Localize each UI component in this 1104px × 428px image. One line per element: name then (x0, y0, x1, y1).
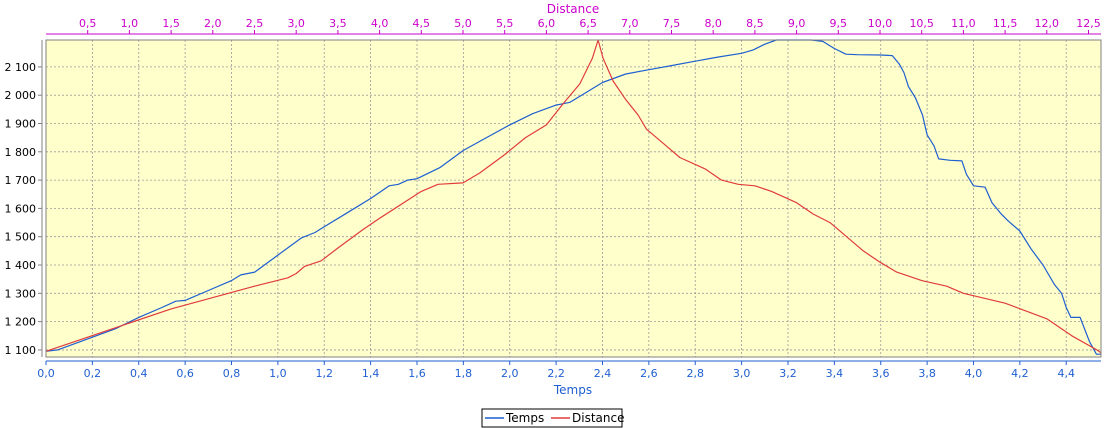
bottom-tick-label: 3,0 (733, 367, 751, 380)
y-tick-label: 1 100 (5, 344, 37, 357)
top-tick-label: 10,5 (909, 17, 934, 30)
top-tick-label: 7,5 (663, 17, 681, 30)
legend: Temps Distance (481, 408, 624, 428)
bottom-tick-label: 0,0 (37, 367, 55, 380)
y-tick-label: 1 800 (5, 146, 37, 159)
bottom-tick-label: 1,4 (362, 367, 380, 380)
top-tick-label: 4,5 (413, 17, 431, 30)
legend-label-distance: Distance (572, 411, 624, 425)
bottom-tick-label: 2,8 (686, 367, 704, 380)
top-tick-label: 3,5 (329, 17, 347, 30)
bottom-tick-label: 2,6 (640, 367, 658, 380)
bottom-tick-label: 1,0 (269, 367, 287, 380)
y-tick-label: 1 500 (5, 231, 37, 244)
top-tick-label: 9,0 (788, 17, 806, 30)
bottom-tick-label: 2,0 (501, 367, 519, 380)
top-tick-label: 9,5 (830, 17, 848, 30)
y-tick-label: 2 100 (5, 61, 37, 74)
bottom-tick-label: 1,2 (315, 367, 333, 380)
bottom-axis-title: Temps (553, 383, 592, 397)
bottom-tick-label: 3,8 (918, 367, 936, 380)
bottom-tick-label: 0,2 (84, 367, 102, 380)
grid-lines (46, 40, 1101, 357)
plot-frame (45, 39, 1102, 358)
bottom-tick-label: 2,2 (547, 367, 565, 380)
top-tick-label: 4,0 (371, 17, 389, 30)
top-tick-label: 8,5 (746, 17, 764, 30)
bottom-tick-label: 3,4 (826, 367, 844, 380)
top-tick-label: 3,0 (287, 17, 305, 30)
top-axis-ticks: 0,5 1,0 1,5 2,0 2,5 3,0 3,5 4,0 4,5 5,0 5,5 6,0 6,5 7… (79, 17, 1101, 34)
data-series (45, 39, 1102, 355)
top-tick-label: 7,0 (621, 17, 639, 30)
y-tick-label: 1 600 (5, 202, 37, 215)
top-tick-label: 2,0 (204, 17, 222, 30)
y-tick-label: 2 000 (5, 89, 37, 102)
bottom-tick-label: 4,0 (965, 367, 983, 380)
top-tick-label: 0,5 (79, 17, 97, 30)
bottom-tick-label: 0,6 (176, 367, 194, 380)
series-line-distance (45, 39, 1102, 354)
y-axis-ticks: 1 100 1 200 1 300 1 400 1 500 1 600 1 700 1 800… (5, 61, 42, 357)
top-axis-title: Distance (547, 2, 599, 16)
bottom-tick-label: 0,4 (130, 367, 148, 380)
bottom-tick-label: 4,4 (1057, 367, 1075, 380)
bottom-tick-label: 3,2 (779, 367, 797, 380)
bottom-tick-label: 4,2 (1011, 367, 1029, 380)
bottom-tick-label: 3,6 (872, 367, 890, 380)
top-tick-label: 8,0 (704, 17, 722, 30)
plot-background (46, 40, 1101, 357)
top-tick-label: 6,0 (538, 17, 556, 30)
bottom-tick-label: 2,4 (594, 367, 612, 380)
top-tick-label: 10,0 (868, 17, 893, 30)
top-tick-label: 5,0 (454, 17, 472, 30)
top-tick-label: 11,5 (993, 17, 1018, 30)
top-tick-label: 1,0 (121, 17, 139, 30)
legend-label-temps: Temps (505, 411, 544, 425)
y-tick-label: 1 200 (5, 316, 37, 329)
top-tick-label: 11,0 (951, 17, 976, 30)
top-tick-label: 1,5 (162, 17, 180, 30)
top-tick-label: 6,5 (579, 17, 597, 30)
top-tick-label: 2,5 (246, 17, 264, 30)
bottom-tick-label: 1,8 (455, 367, 473, 380)
y-tick-label: 1 700 (5, 174, 37, 187)
top-tick-label: 5,5 (496, 17, 514, 30)
bottom-tick-label: 0,8 (223, 367, 241, 380)
top-tick-label: 12,5 (1076, 17, 1101, 30)
bottom-axis-ticks: 0,0 0,2 0,4 0,6 0,8 1,0 1,2 1,4 1,6 1,8 2,0 2,2 2,4 2… (37, 361, 1075, 380)
series-line-temps (45, 39, 1101, 355)
bottom-tick-label: 1,6 (408, 367, 426, 380)
y-tick-label: 1 300 (5, 287, 37, 300)
top-tick-label: 12,0 (1035, 17, 1060, 30)
y-tick-label: 1 900 (5, 117, 37, 130)
y-tick-label: 1 400 (5, 259, 37, 272)
